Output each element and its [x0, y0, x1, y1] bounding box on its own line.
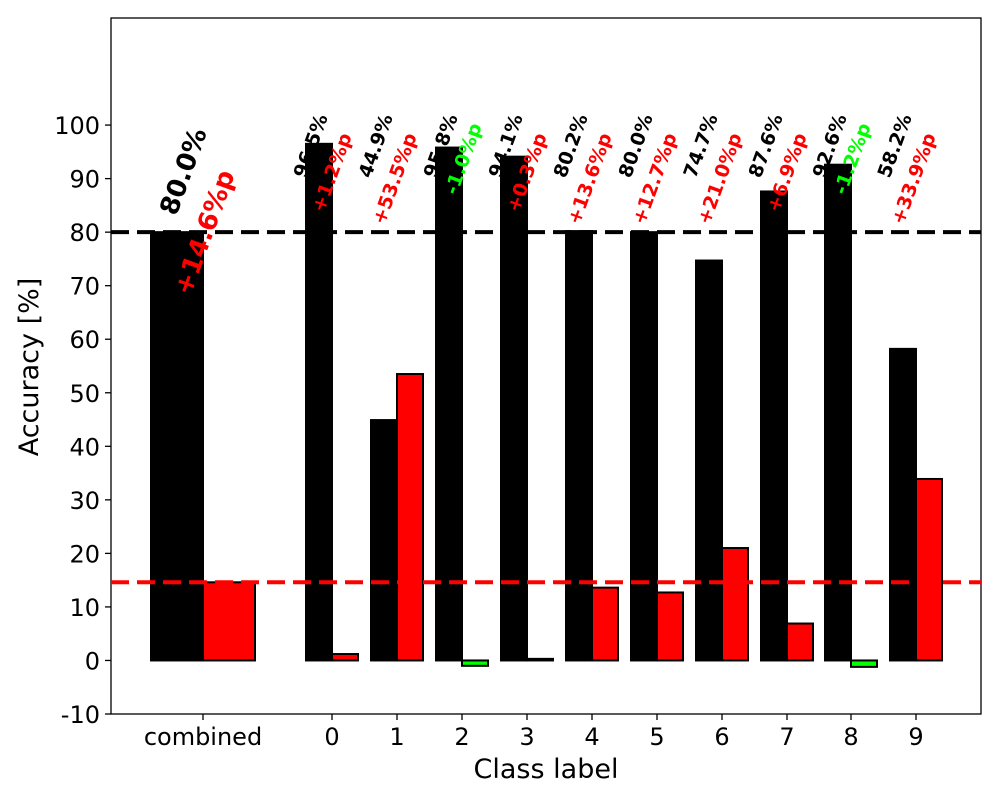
change-bar-9: [915, 477, 943, 662]
x-tick-label-9: 9: [908, 723, 923, 751]
y-tick-label-50: 50: [69, 380, 100, 408]
accuracy-bar-3: [500, 155, 528, 662]
x-tick-label-4: 4: [584, 723, 599, 751]
change-bar-4: [591, 586, 619, 662]
y-tick-label-80: 80: [69, 219, 100, 247]
y-tick-label--10: -10: [61, 701, 100, 729]
y-axis-label: Accuracy [%]: [14, 278, 45, 457]
change-bar-5: [656, 591, 684, 662]
accuracy-bar-0: [305, 142, 333, 662]
x-axis-label: Class label: [474, 754, 619, 785]
plot-frame: [110, 17, 982, 715]
change-bar-3: [526, 657, 554, 662]
y-tick-label-90: 90: [69, 166, 100, 194]
y-axis: -10 0 10 20 30 40 50 60 70 80 90 100: [54, 112, 111, 729]
change-bar-1: [396, 373, 424, 662]
y-tick-label-40: 40: [69, 433, 100, 461]
accuracy-bar-1: [370, 419, 398, 662]
change-bar-7: [786, 622, 814, 662]
x-tick-label-5: 5: [649, 723, 664, 751]
accuracy-bar-5: [630, 231, 658, 662]
y-tick-label-70: 70: [69, 273, 100, 301]
plot-area: 80.0%+14.6%p96.5%+1.2%p44.9%+53.5%p95.8%…: [110, 17, 982, 715]
change-bar-2: [461, 659, 489, 667]
x-tick-label-0: 0: [324, 723, 339, 751]
accuracy-bar-7: [760, 190, 788, 662]
change-bar-6: [721, 547, 749, 662]
change-bar-8: [850, 659, 878, 668]
x-tick-label-3: 3: [519, 723, 534, 751]
y-tick-label-10: 10: [69, 594, 100, 622]
accuracy-bar-8: [824, 163, 852, 662]
x-tick-label-8: 8: [843, 723, 858, 751]
accuracy-bar-9: [889, 347, 917, 662]
x-tick-label-6: 6: [714, 723, 729, 751]
y-tick-label-60: 60: [69, 326, 100, 354]
x-tick-label-1: 1: [389, 723, 404, 751]
x-tick-label-combined: combined: [144, 723, 262, 751]
accuracy-bar-6: [695, 259, 723, 662]
y-tick-label-100: 100: [54, 112, 100, 140]
change-bar-combined: [202, 581, 256, 662]
y-tick-label-0: 0: [85, 647, 100, 675]
x-axis: combined 0 1 2 3 4 5 6 7 8 9: [144, 714, 924, 751]
y-tick-label-20: 20: [69, 540, 100, 568]
x-tick-label-2: 2: [454, 723, 469, 751]
x-tick-label-7: 7: [779, 723, 794, 751]
change-bar-0: [331, 653, 359, 662]
accuracy-bar-4: [565, 230, 593, 662]
y-tick-label-30: 30: [69, 487, 100, 515]
